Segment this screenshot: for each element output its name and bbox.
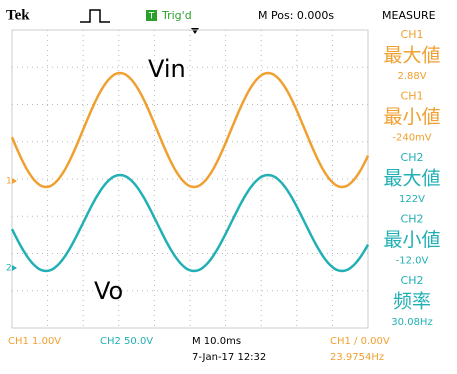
trigger-frequency: 23.9754Hz [330, 352, 384, 363]
ch1-marker: 1 [6, 177, 12, 187]
measure-channel: CH2 [401, 213, 424, 226]
measure-value: 30.08Hz [391, 317, 432, 328]
trigger-setting: CH1 ∕ 0.00V [330, 336, 390, 347]
measure-name: 最小値 [383, 229, 440, 251]
measure-value: 122V [399, 194, 425, 205]
measure-channel: CH2 [401, 274, 424, 287]
measure-name: 频率 [393, 291, 431, 313]
measure-name: 最大値 [383, 45, 440, 67]
ch1-scale: CH1 1.00V [8, 336, 61, 347]
measure-channel: CH2 [401, 151, 424, 164]
horizontal-position: M Pos: 0.000s [258, 9, 334, 22]
menu-title: MEASURE [382, 9, 436, 22]
measure-name: 最小値 [383, 106, 440, 128]
measure-value: -12.0V [396, 256, 429, 267]
measure-channel: CH1 [401, 28, 424, 41]
trigger-badge: T [148, 12, 155, 22]
datetime: 7-Jan-17 12:32 [192, 352, 266, 363]
brand: Tek [6, 7, 30, 23]
ch2-scale: CH2 50.0V [100, 336, 153, 347]
trigger-status: Trig'd [161, 9, 192, 22]
measure-value: 2.88V [397, 71, 426, 82]
vo-label: Vo [94, 277, 123, 305]
vin-label: Vin [148, 55, 186, 83]
measure-channel: CH1 [401, 90, 424, 103]
timebase: M 10.0ms [192, 336, 241, 347]
oscilloscope-screen: Tek T Trig'd M Pos: 0.000s MEASURE Vin V… [0, 0, 457, 374]
ch2-marker: 2 [6, 264, 12, 274]
measure-value: -240mV [392, 133, 431, 144]
measure-name: 最大値 [383, 168, 440, 190]
